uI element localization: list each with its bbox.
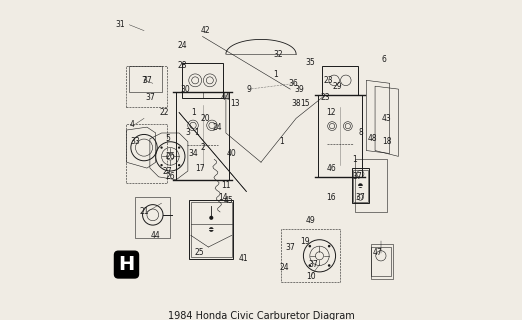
Text: 19: 19 [300,237,310,246]
Bar [126,66,168,107]
Text: 12: 12 [326,108,336,117]
Circle shape [209,216,213,220]
Text: 15: 15 [300,99,310,108]
Text: 24: 24 [212,123,222,132]
Bar [318,95,362,177]
Text: 6: 6 [382,55,386,64]
Bar [189,200,233,259]
Text: 38: 38 [291,99,301,108]
Text: 42: 42 [200,26,210,35]
Text: 27: 27 [163,166,172,175]
Text: 31: 31 [116,20,125,29]
Bar [129,66,162,92]
Text: 45: 45 [224,196,234,205]
Bar [176,92,229,180]
Text: 30: 30 [180,84,190,94]
Circle shape [309,264,311,267]
Text: 26: 26 [165,152,175,161]
Text: 1: 1 [352,155,357,164]
Text: 1: 1 [273,70,278,79]
Text: H: H [118,255,135,274]
Circle shape [328,245,330,247]
Bar [371,244,393,279]
Text: 29: 29 [332,82,342,91]
Text: 44: 44 [151,231,161,240]
Text: 1: 1 [194,129,199,138]
Text: 37: 37 [309,260,318,269]
Text: 48: 48 [367,134,377,143]
Text: 10: 10 [306,272,315,281]
Text: 18: 18 [382,137,392,146]
Text: 5: 5 [165,134,170,143]
Text: 49: 49 [306,216,316,225]
Circle shape [160,147,163,149]
Bar [323,66,358,95]
Text: 4: 4 [130,120,135,129]
Circle shape [309,245,311,247]
Text: 40: 40 [227,149,236,158]
Text: 46: 46 [326,164,336,172]
Text: 16: 16 [326,193,336,202]
Text: 32: 32 [274,50,283,59]
Bar [353,170,367,202]
Text: 28: 28 [177,61,187,70]
Circle shape [358,183,363,188]
Text: 37: 37 [145,93,155,102]
Text: 2: 2 [200,143,205,152]
Text: 1: 1 [279,137,284,146]
Text: 37: 37 [142,76,152,85]
Text: 44: 44 [221,93,231,102]
Bar [352,168,369,203]
Text: 24: 24 [280,263,289,272]
Text: 37: 37 [286,243,295,252]
Circle shape [178,164,180,166]
Bar [191,202,232,257]
Text: 20: 20 [200,114,210,123]
Text: 43: 43 [382,114,392,123]
Circle shape [178,147,180,149]
Text: 17: 17 [195,164,205,172]
Bar [281,229,340,282]
Bar [135,197,170,238]
Text: 11: 11 [221,181,231,190]
Text: 47: 47 [373,248,383,257]
Circle shape [209,227,213,232]
Bar [371,247,391,276]
Text: 21: 21 [139,207,149,216]
Text: 35: 35 [306,58,316,67]
Text: 37: 37 [355,193,365,202]
Bar [182,63,223,98]
Text: 22: 22 [160,108,169,117]
Circle shape [328,264,330,267]
Text: 26: 26 [165,172,175,181]
Text: 14: 14 [218,193,228,202]
Text: 1984 Honda Civic Carburetor Diagram: 1984 Honda Civic Carburetor Diagram [168,311,354,320]
Text: 34: 34 [189,149,198,158]
Text: 8: 8 [358,129,363,138]
Circle shape [160,164,163,166]
Text: 24: 24 [177,41,187,50]
Text: 13: 13 [230,99,240,108]
Text: 37: 37 [353,172,362,181]
Text: 3: 3 [185,129,191,138]
Text: 23: 23 [321,93,330,102]
Text: 33: 33 [130,137,140,146]
Text: 7: 7 [141,76,147,85]
Text: 23: 23 [324,76,333,85]
Text: 1: 1 [192,108,196,117]
Text: 25: 25 [195,248,205,257]
Bar [354,159,387,212]
Text: 39: 39 [294,84,304,94]
Text: 41: 41 [239,254,248,263]
Text: 36: 36 [288,79,298,88]
Text: 9: 9 [247,84,252,94]
Bar [126,124,168,183]
